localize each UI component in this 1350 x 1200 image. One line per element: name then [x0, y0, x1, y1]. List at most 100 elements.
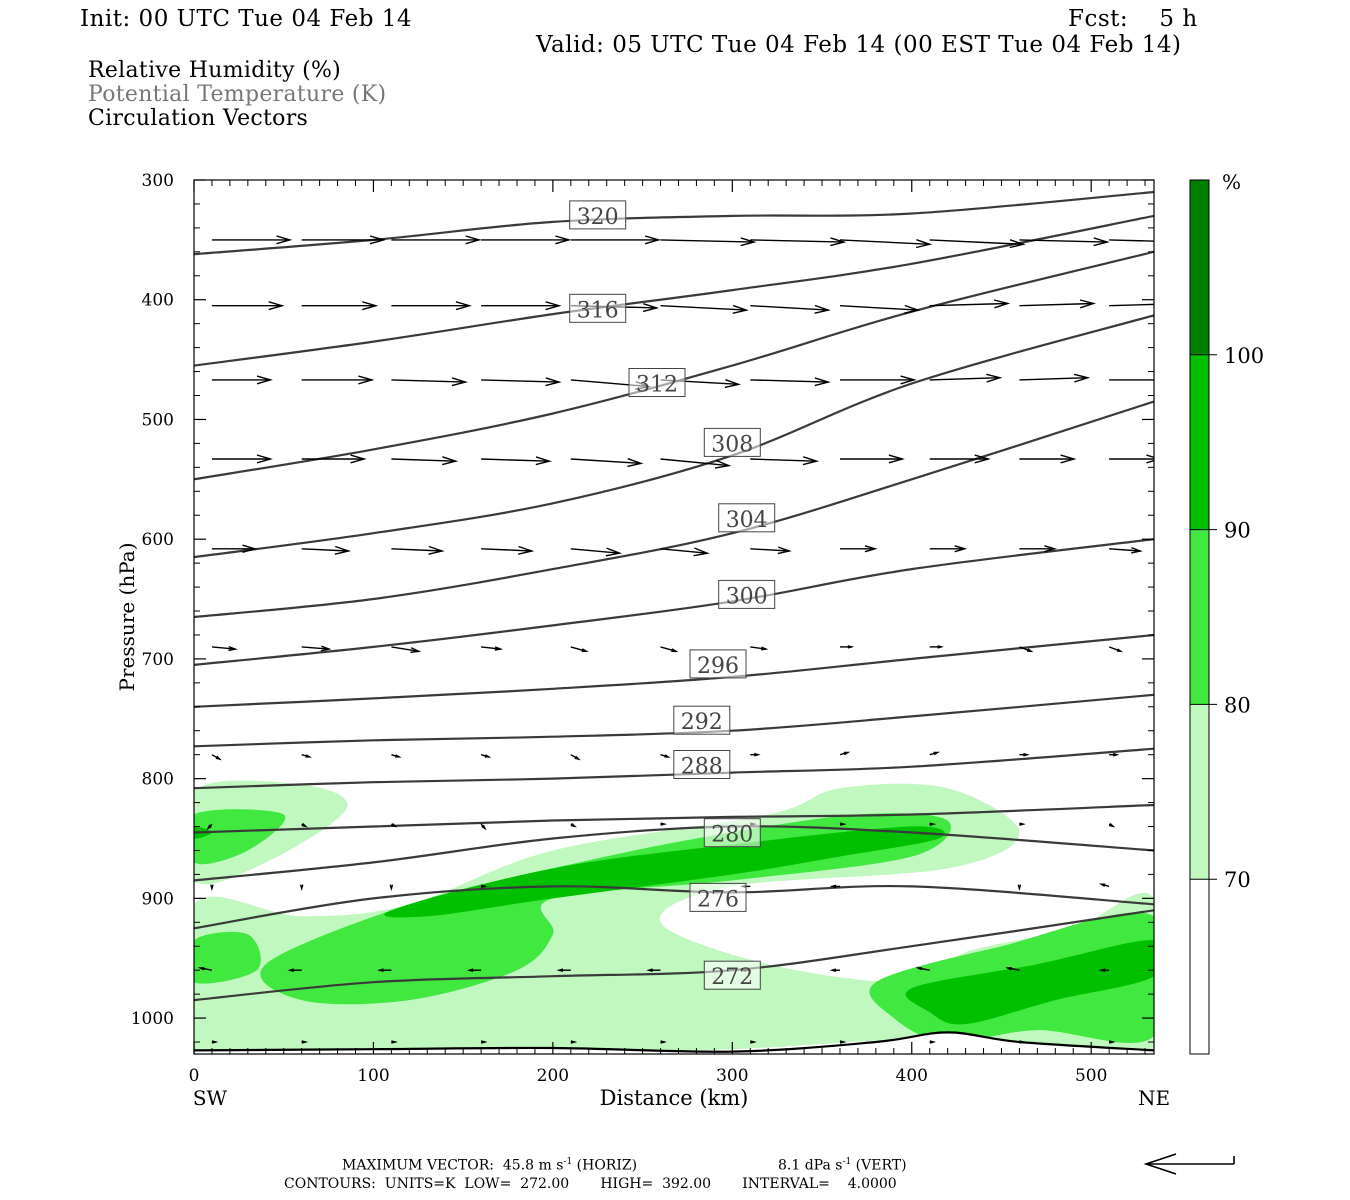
circulation-vector — [299, 884, 304, 892]
vector-head — [829, 884, 837, 889]
circulation-vector — [377, 968, 392, 972]
vector-head — [391, 823, 398, 828]
vector-head — [1044, 545, 1057, 553]
x-tick-label: 500 — [1075, 1066, 1107, 1086]
below-ground-mask — [194, 1032, 1154, 1054]
circulation-vector — [211, 375, 273, 385]
vector-head — [1109, 1040, 1116, 1044]
vector-head — [646, 968, 653, 972]
colorbar-tick-label: 90 — [1224, 519, 1251, 543]
vector-head — [1098, 968, 1106, 972]
vector-head — [442, 456, 459, 466]
vector-shaft — [301, 646, 330, 650]
vector-shaft — [750, 305, 829, 311]
vector-head — [1146, 454, 1154, 464]
label-box — [718, 579, 776, 609]
circulation-vector — [839, 751, 851, 756]
vector-head — [362, 301, 379, 311]
circulation-vector — [929, 645, 944, 649]
circulation-vector — [391, 301, 472, 311]
isentrope-276 — [194, 885, 1154, 930]
vector-head — [428, 545, 445, 555]
circulation-vector — [750, 646, 769, 651]
colorbar-segment — [1190, 879, 1209, 1054]
y-axis-label: Pressure (hPa) — [115, 543, 139, 692]
x-tick-label: 400 — [896, 1066, 928, 1086]
isentrope-label-296: 296 — [689, 649, 747, 679]
circulation-vector — [481, 884, 488, 889]
circulation-vector — [210, 884, 214, 892]
circulation-vector — [211, 754, 222, 761]
vector-head — [814, 377, 831, 387]
vector-head — [556, 968, 564, 972]
vector-shaft — [481, 379, 560, 383]
circulation-vector — [1019, 454, 1077, 464]
vector-head — [693, 547, 710, 557]
circulation-vector — [197, 966, 213, 971]
circulation-vector — [1109, 239, 1154, 242]
vector-head — [724, 379, 742, 389]
circulation-vector — [570, 823, 577, 828]
circulation-vector — [1109, 1040, 1116, 1044]
isentrope-label-312: 312 — [628, 368, 686, 398]
circulation-vector — [301, 375, 375, 385]
isentrope-284 — [194, 803, 1154, 834]
circulation-vector — [1098, 883, 1110, 888]
circulation-vector — [301, 1040, 309, 1044]
vector-head — [570, 1040, 578, 1044]
isentrope-312 — [194, 250, 1154, 481]
circulation-vector — [829, 884, 840, 889]
vector-head — [206, 824, 212, 831]
vector-head — [481, 884, 488, 889]
circulation-vector — [660, 458, 732, 469]
circulation-vector — [391, 456, 459, 466]
vector-head — [1073, 373, 1091, 383]
circulation-vector — [646, 968, 661, 972]
vector-head — [847, 645, 855, 649]
label-text: 308 — [711, 432, 753, 457]
rh-region-80 — [194, 809, 286, 865]
vector-shaft — [1109, 239, 1154, 242]
circulation-vector — [929, 1040, 937, 1044]
label-text: 320 — [577, 205, 619, 230]
circulation-vector — [839, 304, 921, 314]
vector-shaft — [481, 548, 532, 552]
vector-head — [518, 545, 535, 555]
vector-head — [481, 1040, 488, 1044]
x-axis-label: Distance (km) — [600, 1086, 749, 1110]
vector-head — [484, 754, 492, 758]
colorbar-segment — [1190, 354, 1209, 530]
colorbar-segment — [1190, 529, 1209, 705]
forecast-hour: Fcst: 5 h — [1068, 6, 1198, 32]
vector-head — [256, 375, 273, 385]
label-text: 280 — [711, 823, 753, 848]
isentrope-label-272: 272 — [703, 960, 761, 990]
vector-head — [268, 301, 285, 311]
colorbar-tick-label: 80 — [1224, 693, 1251, 717]
x-tick-label: 200 — [537, 1066, 569, 1086]
isentrope-label-308: 308 — [703, 427, 761, 457]
isentropes — [194, 190, 1154, 1053]
circulation-vector — [1109, 379, 1154, 381]
circulation-vector — [750, 377, 831, 387]
circulation-vector — [840, 645, 855, 649]
vector-head — [299, 884, 304, 892]
vector-shaft — [929, 302, 1008, 307]
valid-time: Valid: 05 UTC Tue 04 Feb 14 (00 EST Tue … — [536, 32, 1182, 58]
vector-head — [301, 823, 308, 828]
vector-head — [829, 968, 837, 972]
vector-head — [1098, 883, 1106, 887]
circulation-vector — [481, 545, 535, 555]
vector-head — [391, 1040, 398, 1044]
circulation-vector — [750, 237, 847, 247]
vector-head — [1131, 547, 1143, 554]
circulation-vector — [481, 456, 552, 466]
vector-head — [660, 1040, 667, 1044]
vector-head — [1005, 966, 1012, 971]
rh-region-90 — [905, 940, 1154, 1025]
x-tick-label: 100 — [357, 1066, 389, 1086]
label-box — [628, 368, 686, 397]
colorbar-segment — [1190, 180, 1209, 355]
vector-head — [581, 648, 589, 653]
